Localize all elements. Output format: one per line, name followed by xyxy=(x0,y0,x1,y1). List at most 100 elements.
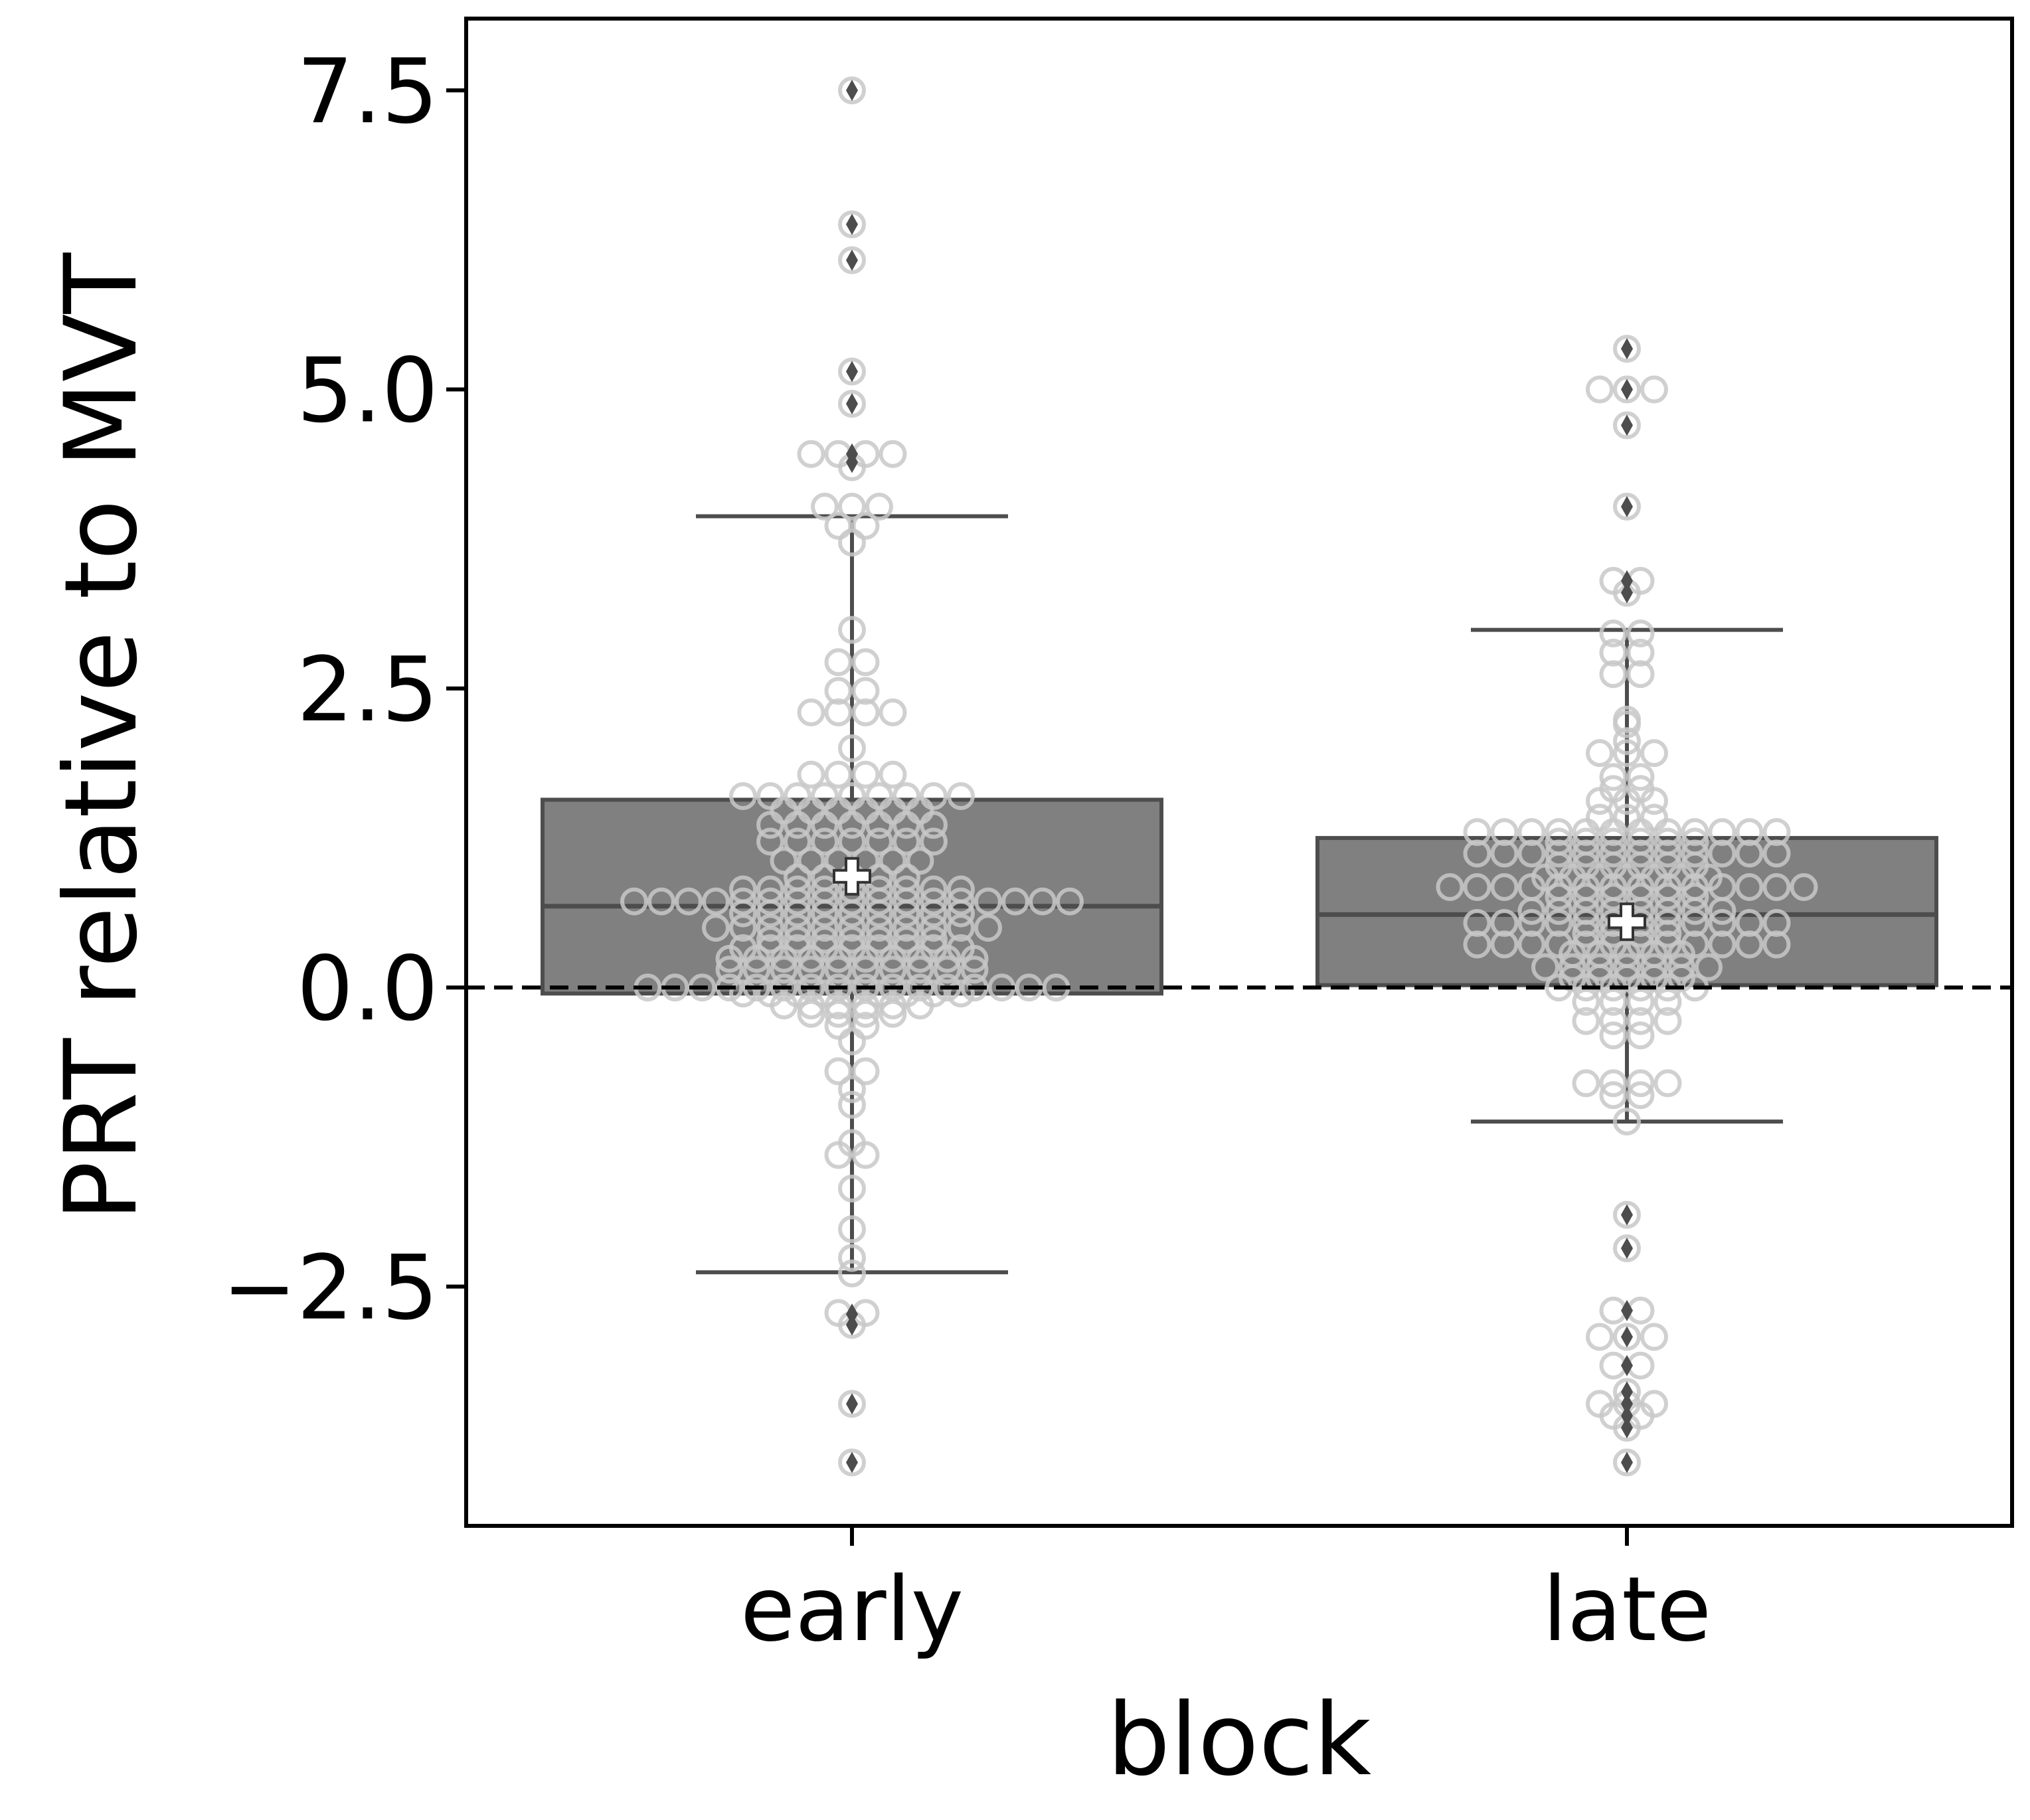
early-swarm-point xyxy=(715,955,744,984)
late-swarm-point xyxy=(1572,882,1600,911)
early-swarm-point xyxy=(851,1011,880,1040)
late-swarm-point xyxy=(1613,953,1641,981)
early-swarm-point xyxy=(838,1390,866,1418)
swarm-layer xyxy=(620,76,1818,1477)
early-swarm-point xyxy=(851,698,880,726)
early-swarm-point xyxy=(838,210,866,238)
early-swarm-point xyxy=(797,991,825,1020)
late-swarm-point xyxy=(1613,375,1641,404)
late-swarm-point xyxy=(1653,839,1682,868)
early-swarm-point xyxy=(865,899,893,928)
early-swarm-point xyxy=(838,1075,866,1104)
late-swarm-point xyxy=(1599,818,1628,847)
late-swarm-point xyxy=(1599,839,1628,868)
early-swarm-point xyxy=(797,955,825,984)
early-swarm-point xyxy=(838,1259,866,1287)
late-outlier-marker xyxy=(1621,1299,1633,1321)
late-swarm-point xyxy=(1735,818,1764,847)
late-swarm-point xyxy=(1545,909,1573,937)
late-outlier-marker xyxy=(1621,378,1633,400)
early-swarm-point xyxy=(947,782,975,811)
late-swarm-point xyxy=(1626,1007,1655,1035)
early-swarm-point xyxy=(920,887,948,916)
late-outlier-marker xyxy=(1621,1393,1633,1415)
late-swarm-point xyxy=(1626,987,1655,1016)
early-swarm-point xyxy=(851,511,880,540)
early-swarm-point xyxy=(824,991,853,1020)
early-outlier-marker xyxy=(846,1393,858,1415)
early-swarm-point xyxy=(865,811,893,839)
y-tick-label: 5.0 xyxy=(297,339,438,442)
late-swarm-point xyxy=(1545,818,1573,847)
late-swarm-point xyxy=(1599,882,1628,911)
late-swarm-point xyxy=(1545,882,1573,911)
x-axis: early late xyxy=(740,1526,1711,1661)
early-swarm-point xyxy=(811,926,839,954)
late-swarm-point xyxy=(1517,896,1546,925)
late-swarm-point xyxy=(1735,930,1764,959)
early-swarm-point xyxy=(824,677,853,705)
y-tick-label: −2.5 xyxy=(222,1236,438,1340)
early-swarm-point xyxy=(838,1244,866,1272)
early-outlier-marker xyxy=(846,80,858,102)
late-swarm-point xyxy=(1463,818,1491,847)
late-swarm-point xyxy=(1517,839,1546,868)
early-swarm-point xyxy=(947,979,975,1008)
late-swarm-point xyxy=(1681,882,1709,911)
late-outlier-marker xyxy=(1621,414,1633,436)
x-tick-label-early: early xyxy=(740,1558,964,1661)
early-outlier-marker xyxy=(846,1451,858,1473)
early-swarm-point xyxy=(770,973,798,1002)
early-swarm-point xyxy=(702,914,730,942)
late-swarm-point xyxy=(1640,1323,1668,1351)
late-swarm-point xyxy=(1572,818,1600,847)
late-swarm-point xyxy=(1572,1069,1600,1098)
early-swarm-point xyxy=(865,914,893,942)
early-swarm-point xyxy=(851,677,880,705)
early-outlier-marker xyxy=(846,213,858,235)
late-swarm-point xyxy=(1599,638,1628,667)
early-outlier-marker xyxy=(846,443,858,465)
early-swarm-point xyxy=(756,827,784,856)
late-swarm-point xyxy=(1695,953,1723,981)
early-swarm-point xyxy=(838,1215,866,1244)
early-swarm-point xyxy=(770,955,798,984)
late-swarm-point xyxy=(1545,839,1573,868)
early-outlier-marker xyxy=(846,361,858,382)
early-swarm-point xyxy=(960,955,989,984)
late-swarm-point xyxy=(1626,1081,1655,1110)
y-tick-label: 0.0 xyxy=(297,937,438,1040)
late-swarm-point xyxy=(1463,909,1491,937)
late-swarm-point xyxy=(1708,909,1736,937)
late-swarm-point xyxy=(1613,739,1641,768)
early-swarm-point xyxy=(729,914,757,942)
late-outlier-marker xyxy=(1621,1238,1633,1260)
early-swarm-point xyxy=(756,899,784,928)
early-swarm-point xyxy=(947,899,975,928)
late-swarm-point xyxy=(1586,1323,1614,1351)
late-swarm-point xyxy=(1613,787,1641,815)
late-swarm-point xyxy=(1599,1007,1628,1035)
early-swarm-point xyxy=(742,955,771,984)
late-swarm-point xyxy=(1708,896,1736,925)
early-swarm-point xyxy=(851,945,880,973)
early-swarm-point xyxy=(811,493,839,521)
late-swarm-point xyxy=(1762,930,1791,959)
early-swarm-point xyxy=(756,914,784,942)
late-swarm-point xyxy=(1681,909,1709,937)
early-swarm-point xyxy=(879,760,907,789)
late-swarm-point xyxy=(1762,818,1791,847)
x-axis-title: block xyxy=(1107,1683,1371,1798)
early-swarm-point xyxy=(920,914,948,942)
early-swarm-point xyxy=(811,887,839,916)
late-swarm-point xyxy=(1490,930,1519,959)
early-swarm-point xyxy=(838,357,866,386)
late-swarm-point xyxy=(1613,710,1641,738)
early-outlier-marker xyxy=(846,249,858,271)
late-swarm-point xyxy=(1653,909,1682,937)
late-swarm-point xyxy=(1599,660,1628,689)
early-swarm-point xyxy=(851,991,880,1020)
early-swarm-point xyxy=(756,811,784,839)
early-swarm-point xyxy=(892,887,920,916)
early-swarm-point xyxy=(838,914,866,942)
